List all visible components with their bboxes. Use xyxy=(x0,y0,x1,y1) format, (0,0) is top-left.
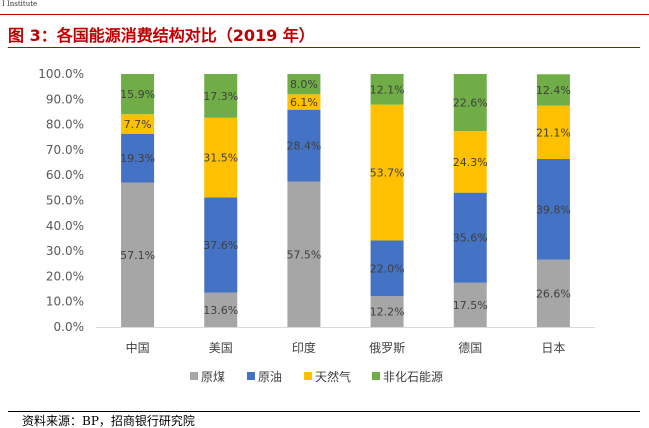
data-label: 7.7% xyxy=(124,118,152,131)
x-tick-label: 中国 xyxy=(126,340,150,355)
data-label: 12.1% xyxy=(370,83,405,96)
bar-segment-4 xyxy=(536,74,570,106)
x-tick-label: 印度 xyxy=(292,340,316,355)
y-tick-label: 0.0% xyxy=(54,320,85,334)
bar-segment-1 xyxy=(370,296,404,327)
bar-segment-1 xyxy=(287,181,321,327)
legend-label: 原煤 xyxy=(201,370,225,384)
bar-segment-4 xyxy=(287,74,321,95)
data-label: 21.1% xyxy=(536,126,571,139)
bar-segment-3 xyxy=(370,104,404,241)
bar-segment-3 xyxy=(287,94,321,110)
x-tick-label: 日本 xyxy=(541,341,565,355)
legend-swatch xyxy=(190,372,198,380)
stacked-bar-chart: 0.0% 10.0% 20.0% 30.0% 40.0% 50.0% 60.0% 70.0% 8… xyxy=(38,67,595,384)
bar-segment-2 xyxy=(204,197,238,293)
bar-segment-2 xyxy=(453,192,487,283)
bar-segment-2 xyxy=(121,133,155,183)
bar-segment-1 xyxy=(536,259,570,327)
y-tick-label: 100.0% xyxy=(38,67,84,81)
data-label: 57.5% xyxy=(286,248,321,261)
bar-segment-3 xyxy=(536,105,570,160)
bar-segment-1 xyxy=(453,282,487,327)
legend-label: 非化石能源 xyxy=(383,370,443,384)
data-label: 19.3% xyxy=(120,152,155,165)
data-label: 17.5% xyxy=(453,299,488,312)
data-label: 28.4% xyxy=(286,140,321,153)
bar-segment-2 xyxy=(370,240,404,297)
data-label: 35.6% xyxy=(453,232,488,245)
data-label: 57.1% xyxy=(120,249,155,262)
y-tick-label: 30.0% xyxy=(46,244,84,258)
y-tick-label: 70.0% xyxy=(46,143,84,157)
bar-segment-1 xyxy=(204,292,238,327)
data-label: 22.0% xyxy=(370,262,405,275)
data-label: 24.3% xyxy=(453,156,488,169)
data-label: 8.0% xyxy=(290,78,318,91)
data-label: 37.6% xyxy=(203,239,238,252)
data-label: 6.1% xyxy=(290,96,318,109)
y-tick-label: 50.0% xyxy=(46,194,84,208)
x-tick-label: 俄罗斯 xyxy=(369,341,405,355)
figure-title: 图 3：各国能源消费结构对比（2019 年） xyxy=(8,26,315,45)
bar-segment-4 xyxy=(370,74,404,105)
title-divider xyxy=(8,47,640,48)
header-institute: I Institute xyxy=(2,0,38,8)
source-divider xyxy=(8,411,640,412)
data-label: 39.8% xyxy=(536,203,571,216)
bar-segment-3 xyxy=(453,131,487,193)
data-label: 15.9% xyxy=(120,88,155,101)
legend-swatch xyxy=(247,372,255,380)
header-rule: I Institute xyxy=(0,0,649,15)
data-label: 22.6% xyxy=(453,97,488,110)
bar-segment-4 xyxy=(453,74,487,132)
bar-segment-1 xyxy=(121,182,155,327)
y-tick-label: 40.0% xyxy=(46,219,84,233)
data-label: 53.7% xyxy=(370,167,405,180)
data-label: 12.4% xyxy=(536,84,571,97)
legend-swatch xyxy=(304,372,312,380)
legend-label: 原油 xyxy=(258,370,282,384)
bar-segment-2 xyxy=(287,109,321,182)
bar-segment-2 xyxy=(536,159,570,260)
data-label: 31.5% xyxy=(203,152,238,165)
source-note: 资料来源：BP，招商银行研究院 xyxy=(22,414,195,428)
y-tick-label: 90.0% xyxy=(46,92,84,106)
y-tick-label: 20.0% xyxy=(46,269,84,283)
data-label: 12.2% xyxy=(370,306,405,319)
data-label: 17.3% xyxy=(203,90,238,103)
legend-label: 天然气 xyxy=(315,369,351,384)
y-tick-label: 10.0% xyxy=(46,295,84,309)
x-tick-label: 德国 xyxy=(458,340,482,355)
data-label: 13.6% xyxy=(203,304,238,317)
x-tick-label: 美国 xyxy=(209,341,233,355)
bar-segment-3 xyxy=(121,114,155,134)
y-tick-label: 80.0% xyxy=(46,118,84,132)
bar-segment-4 xyxy=(121,74,155,115)
legend-swatch xyxy=(372,372,380,380)
bar-segment-3 xyxy=(204,117,238,198)
y-tick-label: 60.0% xyxy=(46,168,84,182)
data-label: 26.6% xyxy=(536,287,571,300)
bar-segment-4 xyxy=(204,74,238,118)
